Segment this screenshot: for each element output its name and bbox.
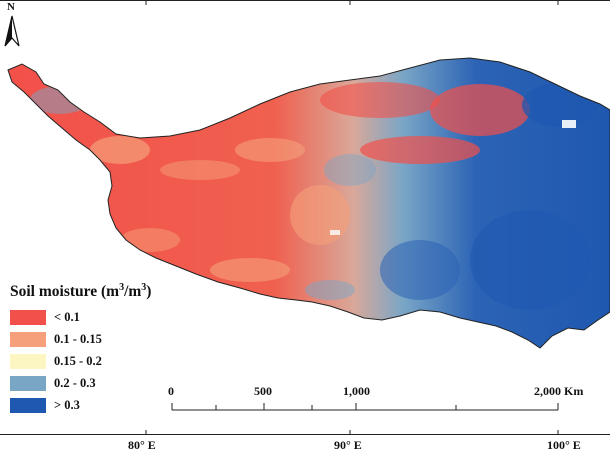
longitude-label-90e: 90° E	[334, 438, 362, 452]
legend-swatch	[10, 331, 46, 347]
scale-bar	[171, 403, 559, 411]
legend-label: 0.15 - 0.2	[54, 353, 102, 368]
legend-swatch	[10, 309, 46, 325]
north-arrow-icon	[4, 15, 20, 47]
legend-label: 0.2 - 0.3	[54, 375, 96, 390]
soil-moisture-raster	[8, 58, 610, 348]
legend-title-sup2: 3	[141, 282, 147, 293]
legend-title-main: Soil moisture (m	[10, 283, 120, 301]
longitude-label-80e: 80° E	[128, 438, 156, 452]
legend-item: 0.15 - 0.2	[10, 353, 102, 369]
legend-title: Soil moisture (m3/m3)	[10, 282, 151, 301]
legend-swatch	[10, 397, 46, 413]
legend-label: 0.1 - 0.15	[54, 331, 102, 346]
longitude-label-100e: 100° E	[547, 438, 581, 452]
north-label: N	[7, 1, 15, 13]
legend-title-end: )	[146, 283, 152, 301]
scale-label-1000: 1,000	[343, 384, 370, 398]
legend-swatch	[10, 353, 46, 369]
legend-label: > 0.3	[54, 397, 80, 412]
legend-label: < 0.1	[54, 309, 80, 324]
legend-item: 0.2 - 0.3	[10, 375, 96, 391]
legend-item: < 0.1	[10, 309, 80, 325]
legend-title-sup1: 3	[119, 282, 125, 293]
legend-item: 0.1 - 0.15	[10, 331, 102, 347]
legend-title-mid: /m	[124, 283, 142, 301]
legend-swatch	[10, 375, 46, 391]
scale-label-500: 500	[254, 384, 272, 398]
scale-label-2000: 2,000 Km	[534, 384, 584, 398]
scale-label-0: 0	[168, 384, 174, 398]
legend-item: > 0.3	[10, 397, 80, 413]
